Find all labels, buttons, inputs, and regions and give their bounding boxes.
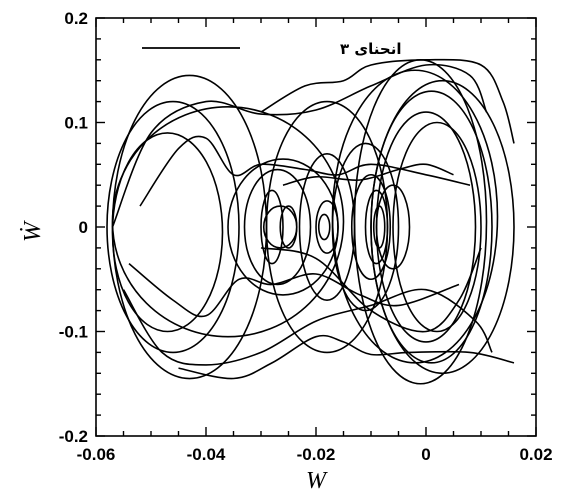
trajectory-loop-14 xyxy=(364,189,389,265)
trajectory-loop-16 xyxy=(350,173,392,281)
trajectory-loop-19 xyxy=(375,111,477,343)
trajectory-segment-6 xyxy=(282,163,454,186)
axis-ticks xyxy=(95,17,537,437)
trajectory-segment-2 xyxy=(139,135,471,207)
x-tick-label: -0.04 xyxy=(187,445,226,464)
y-axis-title: Ẇ xyxy=(20,220,46,242)
series-curves xyxy=(106,58,515,385)
legend: انحنای ۳ xyxy=(142,40,401,58)
trajectory-loop-11 xyxy=(315,200,339,254)
trajectory-loop-1 xyxy=(111,74,268,380)
y-tick-label: 0.2 xyxy=(64,9,88,28)
x-tick-label: 0 xyxy=(421,445,430,464)
legend-entry-label: انحنای ۳ xyxy=(340,40,401,58)
x-tick-labels: -0.06 -0.04 -0.02 0 0.02 xyxy=(77,445,553,464)
x-axis-title: W xyxy=(306,468,328,494)
trajectory-loop-8 xyxy=(279,205,298,249)
trajectory-segment-4 xyxy=(178,334,515,380)
trajectory-loop-9 xyxy=(265,100,389,354)
y-tick-label: 0.1 xyxy=(64,114,88,133)
y-tick-label: -0.2 xyxy=(59,427,88,446)
trajectory-loop-15 xyxy=(372,205,386,249)
trajectory-loop-23 xyxy=(331,69,499,364)
trajectory-loop-20 xyxy=(392,121,482,333)
trajectory-loop-22 xyxy=(370,79,515,375)
trajectory-segment-1 xyxy=(122,288,493,366)
x-tick-label: 0.02 xyxy=(519,445,552,464)
trajectory-segment-7 xyxy=(260,247,482,333)
y-tick-labels: -0.2 -0.1 0 0.1 0.2 xyxy=(59,9,88,446)
x-tick-label: -0.02 xyxy=(297,445,336,464)
x-tick-label: -0.06 xyxy=(77,445,116,464)
trajectory-loop-12 xyxy=(317,213,331,241)
trajectory-loop-5 xyxy=(243,168,312,286)
trajectory-segment-0 xyxy=(111,63,488,228)
trajectory-segment-3 xyxy=(128,262,460,318)
trajectory-segment-5 xyxy=(260,58,515,144)
trajectory-loop-0 xyxy=(106,100,240,354)
y-tick-label: 0 xyxy=(79,218,88,237)
trajectory-loop-7 xyxy=(260,189,284,265)
trajectory-loop-3 xyxy=(111,106,345,338)
y-tick-label: -0.1 xyxy=(59,323,88,342)
